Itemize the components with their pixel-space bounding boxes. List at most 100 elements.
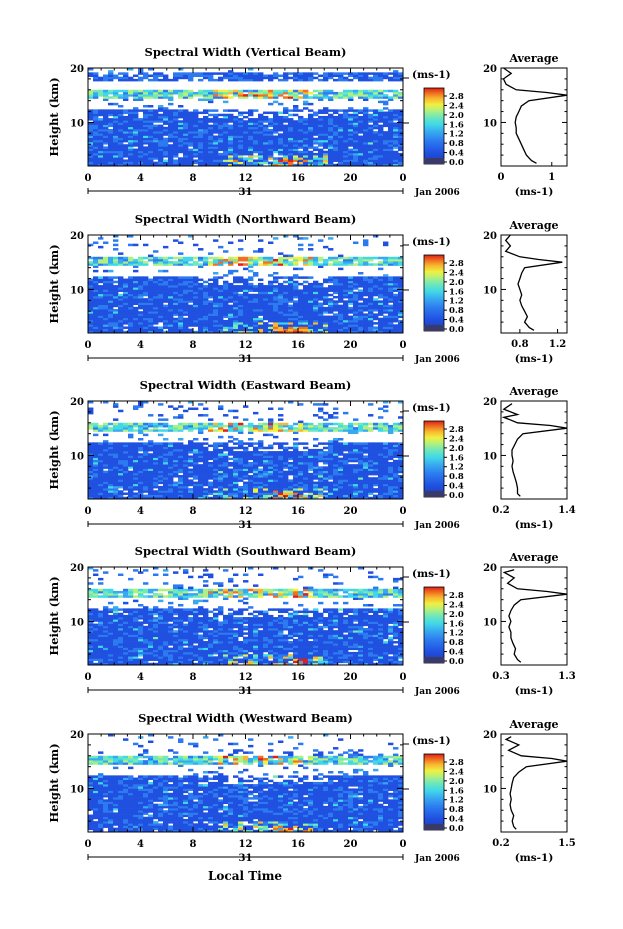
x-tick-label: 0: [85, 839, 92, 850]
average-panel: Average 20 10 0.3 1.3 (ms-1): [483, 551, 576, 697]
date-label: Jan 2006: [414, 687, 460, 697]
x-tick-label: 0: [400, 173, 407, 184]
average-title: Average: [508, 718, 558, 731]
average-profile-line: [502, 67, 568, 164]
colorbar-tick-label: 2.4: [449, 268, 464, 278]
average-y-tick-label: 10: [483, 617, 497, 628]
panel-5: Spectral Width (Westward Beam) 20 10 Height…: [47, 711, 576, 864]
y-tick-label: 10: [70, 617, 84, 628]
colorbar-tick-label: 2.0: [449, 111, 464, 121]
average-panel: Average 20 10 0.2 1.5 (ms-1): [483, 718, 576, 864]
x-tick-label: 16: [291, 506, 305, 517]
x-tick-label: 0: [400, 506, 407, 517]
x-tick-label: 8: [190, 340, 197, 351]
average-x-tick-label: 1: [548, 172, 555, 183]
average-y-tick-label: 20: [483, 64, 497, 75]
average-profile-line: [504, 736, 568, 830]
colorbar-tick-label: 1.6: [449, 619, 464, 629]
colorbar-tick-label: 2.0: [449, 444, 464, 454]
colorbar-tick-label: 0.8: [449, 805, 464, 815]
colorbar-tick-label: 0.0: [449, 657, 464, 667]
x-tick-label: 20: [344, 506, 358, 517]
y-axis-label: Height (km): [47, 244, 61, 323]
average-y-tick-label: 20: [483, 563, 497, 574]
y-tick-label: 10: [70, 118, 84, 129]
colorbar-tick-label: 1.6: [449, 120, 464, 130]
heatmap-cells: [88, 234, 404, 334]
colorbar-tick-label: 1.2: [449, 463, 464, 473]
average-x-tick-label: 1.2: [549, 339, 566, 350]
panel-4: Spectral Width (Southward Beam) 20 10 Heigh…: [47, 544, 576, 697]
x-axis-label: Local Time: [208, 869, 282, 883]
colorbar-tick-label: 2.4: [449, 767, 464, 777]
colorbar-tick-label: 0.4: [449, 482, 464, 492]
colorbar-tick-label: 1.2: [449, 796, 464, 806]
x-tick-label: 0: [85, 506, 92, 517]
date-day-label: 31: [239, 354, 253, 365]
average-y-tick-label: 10: [483, 118, 497, 129]
colorbar-tick-label: 0.0: [449, 824, 464, 834]
colorbar-tick-label: 0.8: [449, 306, 464, 316]
panel-title: Spectral Width (Vertical Beam): [145, 45, 347, 59]
y-tick-label: 10: [70, 285, 84, 296]
x-tick-label: 12: [239, 839, 253, 850]
average-y-tick-label: 20: [483, 730, 497, 741]
x-tick-label: 4: [137, 839, 144, 850]
average-profile-line: [501, 403, 568, 497]
x-tick-label: 0: [85, 173, 92, 184]
colorbar-tick-label: 0.0: [449, 158, 464, 168]
panel-title: Spectral Width (Northward Beam): [135, 212, 357, 226]
heatmap-cells: [88, 566, 404, 666]
colorbar: [423, 87, 445, 165]
x-tick-label: 8: [190, 173, 197, 184]
heatmap-cells: [88, 400, 404, 500]
average-x-axis-label: (ms-1): [515, 186, 554, 198]
colorbar-tick-label: 2.4: [449, 600, 464, 610]
average-x-axis-label: (ms-1): [515, 519, 554, 531]
x-tick-label: 8: [190, 839, 197, 850]
average-x-tick-label: 0.8: [511, 339, 528, 350]
colorbar-unit: (ms-1): [412, 402, 451, 414]
x-tick-label: 8: [190, 506, 197, 517]
heatmap-cells: [88, 67, 404, 167]
y-tick-label: 20: [70, 397, 84, 408]
x-tick-label: 0: [400, 340, 407, 351]
x-tick-label: 0: [400, 839, 407, 850]
colorbar-tick-label: 1.6: [449, 287, 464, 297]
average-panel: Average 20 10 0.2 1.4 (ms-1): [483, 385, 576, 531]
average-x-tick-label: 0.2: [492, 505, 509, 516]
colorbar-tick-label: 2.4: [449, 434, 464, 444]
average-x-tick-label: 0: [498, 172, 505, 183]
average-frame: [500, 234, 568, 334]
date-label: Jan 2006: [414, 355, 460, 365]
colorbar-tick-label: 2.8: [449, 259, 464, 269]
panel-2: Spectral Width (Northward Beam) 20 10 Heigh…: [47, 212, 568, 365]
y-tick-label: 10: [70, 451, 84, 462]
date-label: Jan 2006: [414, 854, 460, 864]
colorbar-tick-label: 1.2: [449, 130, 464, 140]
x-tick-label: 20: [344, 173, 358, 184]
panel-title: Spectral Width (Eastward Beam): [140, 378, 352, 392]
y-tick-label: 20: [70, 563, 84, 574]
average-y-tick-label: 10: [483, 285, 497, 296]
average-title: Average: [508, 551, 558, 564]
x-tick-label: 12: [239, 506, 253, 517]
colorbar-tick-label: 1.2: [449, 629, 464, 639]
average-y-tick-label: 20: [483, 231, 497, 242]
average-title: Average: [508, 219, 558, 232]
x-tick-label: 20: [344, 340, 358, 351]
colorbar-tick-label: 2.0: [449, 610, 464, 620]
x-tick-label: 12: [239, 340, 253, 351]
x-tick-label: 16: [291, 672, 305, 683]
x-tick-label: 4: [137, 672, 144, 683]
colorbar-tick-label: 0.4: [449, 815, 464, 825]
colorbar-tick-label: 0.4: [449, 316, 464, 326]
average-y-tick-label: 20: [483, 397, 497, 408]
colorbar-tick-label: 0.0: [449, 491, 464, 501]
average-x-axis-label: (ms-1): [515, 852, 554, 864]
colorbar-tick-label: 2.4: [449, 101, 464, 111]
average-frame: [500, 733, 568, 833]
y-tick-label: 20: [70, 64, 84, 75]
x-tick-label: 16: [291, 340, 305, 351]
